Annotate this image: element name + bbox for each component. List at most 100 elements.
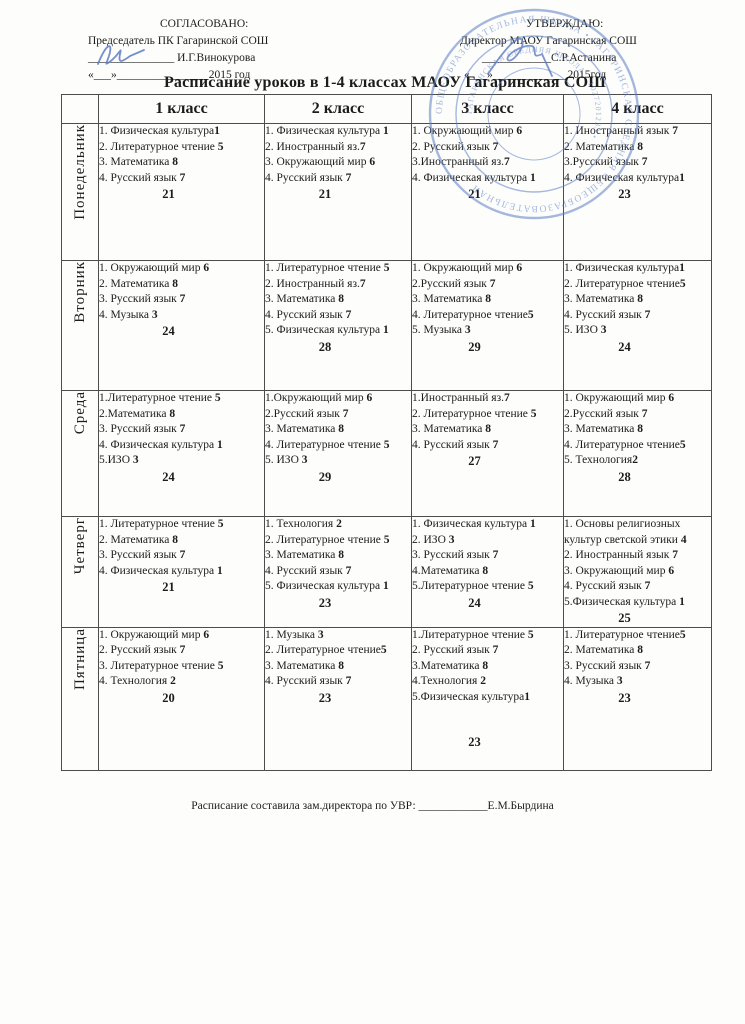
schedule-cell: 1. Литературное чтение 5 2. Математика 8 3…	[98, 516, 265, 628]
day-label: Понедельник	[61, 123, 99, 261]
lesson-item: 5. Физическая культура 1	[265, 324, 389, 336]
lesson-item: 3.Русский язык 7	[564, 156, 648, 168]
schedule-cell: 1.Литературное чтение 5 2.Математика 8 3. …	[98, 390, 265, 517]
approval-right-heading: УТВЕРЖДАЮ:	[526, 18, 604, 30]
lesson-item: 1. Технология 2	[265, 518, 342, 530]
approval-right-position: Директор МАОУ Гагаринская СОШ	[460, 35, 637, 47]
lesson-item: 2.Русский язык 7	[564, 407, 648, 420]
lesson-item: 5.Литературное чтение 5	[412, 580, 534, 592]
lesson-item: 5. Физическая культура 1	[265, 580, 389, 592]
weekly-hours-total: 23	[618, 187, 631, 201]
lesson-item: 3.Иностранный яз.7	[412, 156, 510, 168]
lesson-item: 2. Русский язык 7	[412, 644, 499, 656]
weekly-hours-total: 28	[618, 469, 631, 484]
lesson-item: 5. ИЗО 3	[265, 454, 308, 466]
lesson-item: 4. Русский язык 7	[265, 564, 352, 577]
lesson-item: 1. Физическая культура1	[99, 125, 220, 137]
schedule-cell: 1. Окружающий мир 6 2. Математика 8 3. Рус…	[98, 260, 265, 391]
weekly-hours-total: 24	[162, 324, 175, 338]
schedule-cell: 1. Окружающий мир 6 2. Русский язык 7 3. Л…	[98, 626, 265, 771]
lesson-item: 3. Математика 8	[412, 293, 491, 305]
corner-cell	[61, 94, 99, 124]
lesson-item: 4.Математика 8	[412, 564, 489, 577]
lesson-item: 2. Математика 8	[564, 140, 643, 153]
schedule-cell: 1.Окружающий мир 6 2.Русский язык 7 3. Мат…	[264, 390, 412, 517]
lesson-item: 4. Музыка 3	[564, 675, 623, 687]
lesson-item: 2. Литературное чтение 5	[265, 533, 390, 546]
lesson-item: 4. Физическая культура1	[564, 171, 685, 184]
weekly-hours-total: 29	[318, 469, 332, 484]
schedule-cell: 1. Физическая культура1 2. Литературное ч…	[98, 123, 265, 261]
schedule-cell: 1. Технология 2 2. Литературное чтение 5 3…	[264, 516, 412, 628]
lesson-item: 5. Технология2	[564, 454, 638, 466]
lesson-item: 5.ИЗО 3	[99, 454, 139, 466]
approval-left-heading: СОГЛАСОВАНО:	[160, 18, 249, 30]
schedule-cell: 1. Физическая культура 1 2. ИЗО 3 3. Русск…	[411, 516, 564, 628]
day-label: Пятница	[61, 626, 99, 771]
lesson-item: 1. Физическая культура 1	[412, 518, 536, 530]
lesson-item: 4. Русский язык 7	[99, 171, 186, 184]
lesson-item: 4.Технология 2	[412, 675, 486, 687]
lesson-item: 2. Иностранный яз.7	[265, 277, 366, 290]
lesson-item: 2. Математика 8	[99, 533, 178, 546]
approval-left-signature-line: _______________ И.Г.Винокурова	[88, 52, 256, 64]
lesson-item: 1. Окружающий мир 6	[99, 628, 210, 641]
lesson-item: 1. Музыка 3	[265, 628, 324, 641]
weekly-hours-total: 23	[468, 735, 481, 749]
schedule-cell: 1. Музыка 3 2. Литературное чтение5 3. Мат…	[264, 626, 412, 771]
table-row: Вторник 1. Окружающий мир 6 2. Математика …	[61, 260, 712, 391]
schedule-body: Понедельник 1. Физическая культура1 2. Лит…	[61, 123, 712, 771]
lesson-item: 5. Музыка 3	[412, 324, 471, 336]
table-row: Понедельник 1. Физическая культура1 2. Лит…	[61, 123, 712, 261]
lesson-item: 2. ИЗО 3	[412, 533, 455, 546]
class-header-3: 3 класс	[411, 94, 564, 124]
lesson-item: 3. Математика 8	[564, 293, 643, 305]
approval-left-position: Председатель ПК Гагаринской СОШ	[88, 35, 269, 47]
schedule-cell: 1. Физическая культура 1 2. Иностранный я…	[264, 123, 412, 261]
weekly-hours-total: 25	[618, 611, 631, 625]
lesson-item: 2. Русский язык 7	[99, 644, 186, 656]
weekly-hours-total: 23	[618, 690, 631, 705]
lesson-item: 1. Литературное чтение 5	[265, 262, 390, 274]
weekly-hours-total: 20	[162, 690, 175, 705]
weekly-hours-total: 21	[162, 187, 175, 201]
lesson-item: 1. Основы религиозных культур светской э…	[564, 518, 687, 546]
lesson-item: 3. Русский язык 7	[99, 549, 186, 561]
lesson-item: 2. Иностранный язык 7	[564, 549, 678, 561]
approval-right-signature-line: ____________С.Р.Астанина	[482, 52, 617, 64]
weekly-hours-total: 23	[318, 690, 332, 705]
weekly-hours-total: 27	[468, 454, 481, 468]
table-row: Среда 1.Литературное чтение 5 2.Математика…	[61, 390, 712, 517]
lesson-item: 3.Математика 8	[412, 659, 489, 672]
weekly-hours-total: 24	[162, 469, 175, 484]
class-header-4: 4 класс	[563, 94, 712, 124]
schedule-cell: 1. Основы религиозных культур светской э…	[563, 516, 712, 628]
schedule-cell: 1. Окружающий мир 6 2.Русский язык 7 3. Ма…	[563, 390, 712, 517]
lesson-item: 3. Русский язык 7	[564, 659, 651, 672]
lesson-item: 2.Русский язык 7	[412, 277, 496, 290]
schedule-cell: 1.Иностранный яз.7 2. Литературное чтение…	[411, 390, 564, 517]
lesson-item: 1. Физическая культура1	[564, 262, 685, 274]
lesson-item: 4. Музыка 3	[99, 308, 158, 321]
lesson-item: 3. Математика 8	[99, 156, 178, 168]
weekly-hours-total: 29	[468, 339, 481, 354]
lesson-item: 2. Литературное чтение 5	[412, 407, 537, 420]
lesson-item: 1.Литературное чтение 5	[99, 392, 221, 404]
lesson-item: 5. ИЗО 3	[564, 324, 607, 336]
lesson-item: 2. Литературное чтение5	[564, 277, 686, 290]
weekly-hours-total: 24	[468, 595, 481, 610]
lesson-item: 4. Технология 2	[99, 675, 176, 687]
lesson-item: 1. Литературное чтение 5	[99, 518, 224, 530]
lesson-item: 2. Математика 8	[564, 644, 643, 656]
lesson-item: 1. Окружающий мир 6	[412, 125, 523, 137]
lesson-item: 3. Русский язык 7	[99, 293, 186, 305]
lesson-item: 4. Русский язык 7	[564, 308, 651, 321]
lesson-item: 3. Математика 8	[412, 423, 491, 435]
day-label: Среда	[61, 390, 99, 517]
lesson-item: 2. Математика 8	[99, 277, 178, 290]
lesson-item: 2. Литературное чтение 5	[99, 140, 224, 153]
lesson-item: 3. Окружающий мир 6	[564, 564, 675, 577]
lesson-item: 4. Русский язык 7	[265, 675, 352, 687]
lesson-item: 3. Математика 8	[265, 659, 344, 672]
